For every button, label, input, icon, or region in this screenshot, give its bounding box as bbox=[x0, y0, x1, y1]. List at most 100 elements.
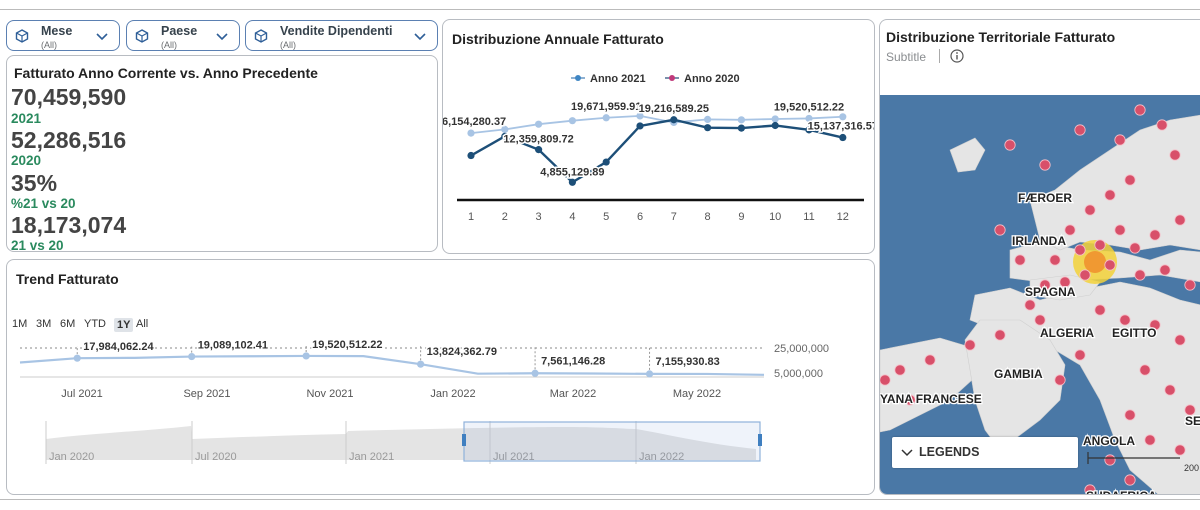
x-tick-label: 3 bbox=[536, 211, 542, 223]
point-label: 19,089,102.41 bbox=[198, 340, 268, 352]
location-point bbox=[1124, 474, 1136, 486]
location-point bbox=[1174, 334, 1186, 346]
y-tick-label: 5,000,000 bbox=[774, 368, 823, 380]
range-button-1y[interactable]: 1Y bbox=[114, 318, 134, 332]
location-point bbox=[1049, 254, 1061, 266]
trend-point bbox=[417, 360, 425, 368]
map-title: Distribuzione Territoriale Fatturato bbox=[886, 29, 1116, 45]
kpi-value-2021: 70,459,590 bbox=[11, 84, 127, 110]
filter-paese[interactable]: Paese (All) bbox=[126, 20, 240, 51]
filter-vendite-dipendenti[interactable]: Vendite Dipendenti (All) bbox=[245, 20, 438, 51]
x-tick-label: Jul 2021 bbox=[61, 388, 103, 400]
point-label: 19,520,512.22 bbox=[312, 339, 382, 351]
filter-name: Mese bbox=[41, 24, 73, 38]
location-point bbox=[1184, 404, 1196, 416]
series-line-2020 bbox=[470, 118, 844, 184]
series-line-2021 bbox=[470, 115, 843, 134]
location-point bbox=[1124, 409, 1136, 421]
location-point bbox=[1149, 229, 1161, 241]
location-point bbox=[1084, 204, 1096, 216]
point-label: 7,155,930.83 bbox=[656, 356, 720, 368]
data-point bbox=[737, 116, 745, 124]
top-divider bbox=[0, 9, 1200, 10]
trend-point bbox=[73, 354, 81, 362]
kpi-label-percent: %21 vs 20 bbox=[11, 196, 76, 211]
location-point bbox=[1119, 314, 1131, 326]
data-label: 12,359,809.72 bbox=[503, 134, 573, 146]
data-point bbox=[805, 126, 813, 134]
filter-name: Vendite Dipendenti bbox=[280, 24, 393, 38]
location-point bbox=[880, 374, 891, 386]
navigator-tick-label: Jul 2020 bbox=[195, 451, 237, 463]
kpi-label-2020: 2020 bbox=[11, 153, 42, 168]
info-icon[interactable] bbox=[950, 49, 964, 63]
map-view[interactable]: FÆROER IRLANDA SPAGNA ALGERIA EGITTO GAMBIA YA… bbox=[880, 20, 1200, 495]
x-tick-label: Mar 2022 bbox=[550, 388, 596, 400]
map-panel: FÆROER IRLANDA SPAGNA ALGERIA EGITTO GAMBIA YA… bbox=[879, 19, 1200, 495]
data-point bbox=[568, 178, 576, 186]
location-point bbox=[1014, 254, 1026, 266]
navigator-handle-right bbox=[758, 434, 762, 446]
data-point bbox=[839, 113, 847, 121]
map-label: YANA FRANCESE bbox=[880, 392, 982, 406]
x-tick-label: 12 bbox=[837, 211, 849, 223]
chevron-down-icon[interactable] bbox=[413, 29, 427, 43]
map-label: SEYC bbox=[1185, 414, 1200, 428]
navigator-tick-label: Jul 2021 bbox=[493, 451, 535, 463]
data-point bbox=[636, 122, 644, 130]
scale-label: 200 bbox=[1184, 463, 1199, 473]
range-button-ytd[interactable]: YTD bbox=[84, 318, 106, 330]
location-point bbox=[1184, 279, 1196, 291]
navigator-tick-label: Jan 2021 bbox=[349, 451, 394, 463]
location-point bbox=[904, 394, 916, 406]
map-label: SPAGNA bbox=[1025, 285, 1076, 299]
x-tick-label: 7 bbox=[671, 211, 677, 223]
location-point bbox=[1104, 189, 1116, 201]
location-point bbox=[1039, 159, 1051, 171]
location-point bbox=[1079, 269, 1091, 281]
location-point bbox=[1139, 364, 1151, 376]
cube-icon bbox=[135, 29, 149, 43]
data-point bbox=[535, 146, 543, 154]
range-button-3m[interactable]: 3M bbox=[36, 318, 52, 330]
legend-marker bbox=[575, 75, 581, 81]
legends-button[interactable]: LEGENDS bbox=[892, 437, 1078, 468]
kpi-title: Fatturato Anno Corrente vs. Anno Precede… bbox=[14, 65, 318, 81]
data-label: 16,154,280.37 bbox=[443, 116, 506, 128]
bottom-divider bbox=[0, 499, 1200, 500]
chevron-down-icon[interactable] bbox=[95, 29, 109, 43]
range-button-all[interactable]: All bbox=[136, 318, 149, 330]
cube-icon bbox=[254, 29, 268, 43]
chevron-down-icon bbox=[901, 449, 913, 457]
filter-value: (All) bbox=[280, 40, 296, 50]
map-label: GAMBIA bbox=[994, 367, 1043, 381]
trend-point bbox=[645, 370, 654, 378]
cube-icon bbox=[15, 29, 29, 43]
data-point bbox=[467, 129, 475, 137]
kpi-value-percent: 35% bbox=[11, 170, 58, 196]
annual-panel: Distribuzione Annuale Fatturato Anno 202… bbox=[442, 19, 875, 254]
location-point bbox=[994, 329, 1006, 341]
land-shape bbox=[949, 137, 986, 173]
y-tick-label: 25,000,000 bbox=[774, 343, 829, 355]
location-point bbox=[1004, 139, 1016, 151]
x-tick-label: 9 bbox=[738, 211, 744, 223]
x-tick-label: 11 bbox=[803, 211, 814, 223]
data-label: 19,520,512.22 bbox=[774, 101, 844, 113]
map-label: ALGERIA bbox=[1040, 326, 1094, 340]
range-button-6m[interactable]: 6M bbox=[60, 318, 76, 330]
trend-point bbox=[531, 369, 539, 377]
range-button-1m[interactable]: 1M bbox=[12, 318, 28, 330]
location-point bbox=[1104, 259, 1116, 271]
data-point bbox=[704, 115, 712, 123]
filter-value: (All) bbox=[161, 40, 177, 50]
location-point bbox=[1134, 269, 1146, 281]
location-point bbox=[1074, 124, 1086, 136]
location-point bbox=[1024, 299, 1036, 311]
data-point bbox=[602, 114, 610, 122]
filter-mese[interactable]: Mese (All) bbox=[6, 20, 120, 51]
legend-label: Anno 2020 bbox=[684, 73, 740, 85]
map-label: IRLANDA bbox=[1012, 234, 1066, 248]
location-point bbox=[1034, 314, 1046, 326]
chevron-down-icon[interactable] bbox=[215, 29, 229, 43]
